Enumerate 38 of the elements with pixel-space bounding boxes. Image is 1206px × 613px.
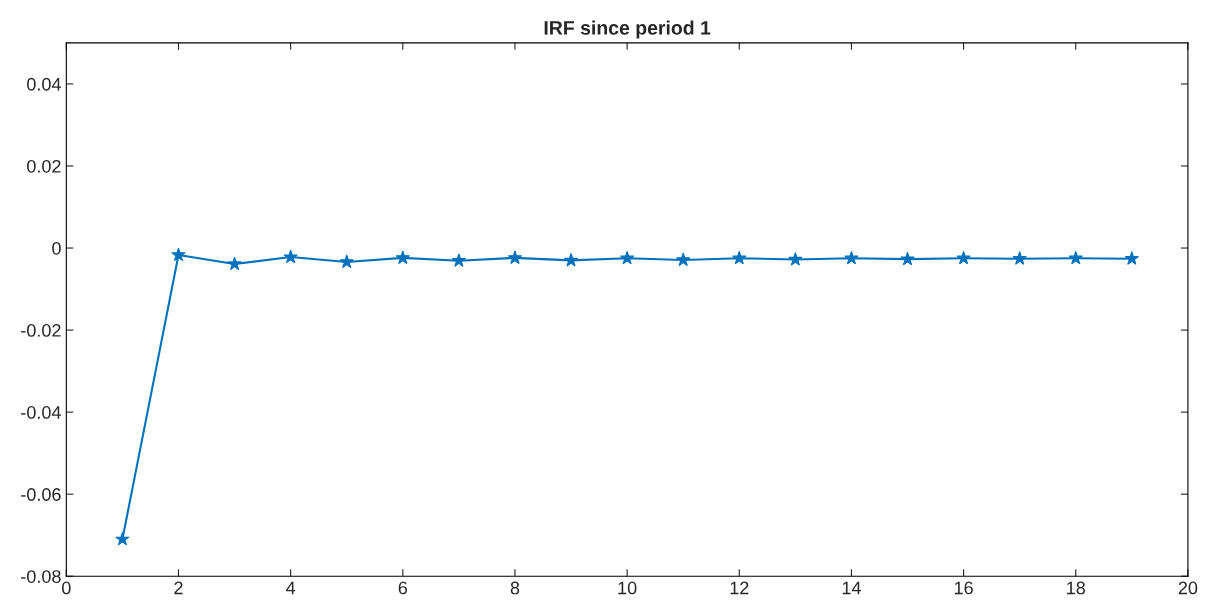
x-tick-label: 6 xyxy=(398,581,408,595)
point xyxy=(1068,250,1083,265)
x-tick-label: 18 xyxy=(1067,581,1086,595)
y-tick-label: 0 xyxy=(52,241,61,255)
x-tick-label: 16 xyxy=(954,581,973,595)
y-tick-label: 0.02 xyxy=(27,159,61,173)
point xyxy=(844,250,859,265)
point xyxy=(956,250,971,265)
point xyxy=(339,254,354,269)
point xyxy=(619,250,635,265)
x-tick-label: 8 xyxy=(510,581,520,595)
point xyxy=(171,247,186,262)
x-tick-label: 2 xyxy=(174,581,183,595)
point xyxy=(395,250,410,265)
y-tick-label: -0.04 xyxy=(21,406,61,419)
point xyxy=(1124,251,1139,265)
point xyxy=(115,531,130,546)
point xyxy=(507,250,523,265)
point xyxy=(676,252,691,267)
point xyxy=(283,249,298,264)
point xyxy=(1012,251,1027,265)
point xyxy=(227,256,242,271)
y-tick-label: -0.02 xyxy=(21,324,61,337)
point xyxy=(732,250,747,265)
x-tick-label: 20 xyxy=(1178,581,1198,595)
y-tick-label: -0.08 xyxy=(21,570,61,583)
x-tick-label: 14 xyxy=(842,581,861,595)
x-tick-label: 10 xyxy=(618,581,637,595)
chart-title: IRF since period 1 xyxy=(544,20,711,39)
y-tick-label: -0.06 xyxy=(21,488,61,501)
x-tick-label: 0 xyxy=(62,581,71,595)
point xyxy=(788,252,803,266)
point xyxy=(451,253,467,267)
point xyxy=(563,252,579,267)
point xyxy=(900,251,915,266)
x-tick-label: 12 xyxy=(730,581,749,595)
x-tick-label: 4 xyxy=(286,581,296,595)
y-tick-label: 0.04 xyxy=(27,77,61,91)
